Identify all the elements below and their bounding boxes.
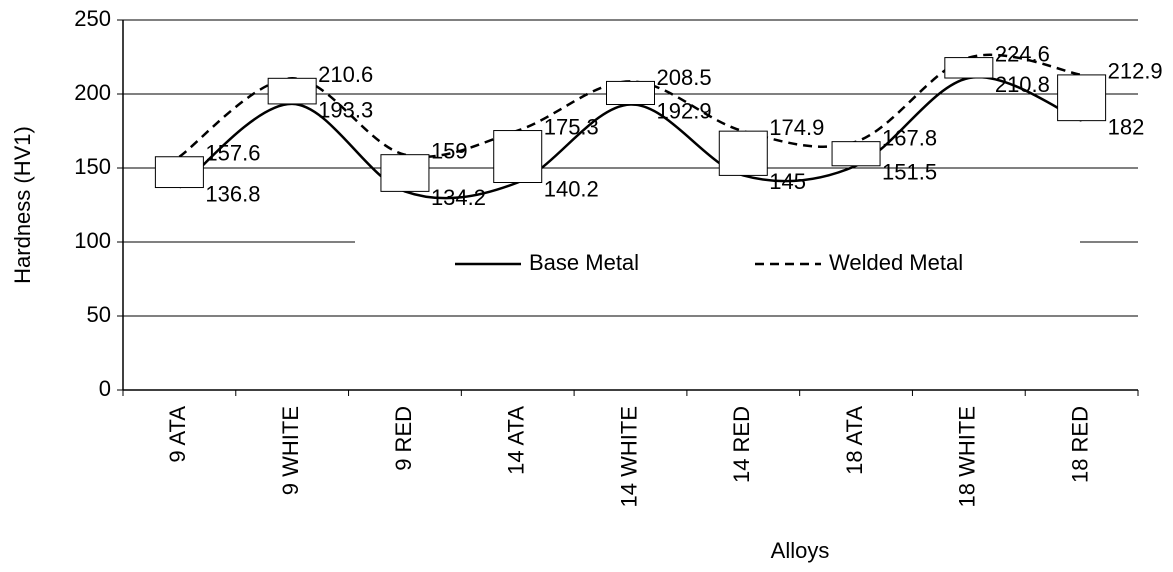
up-down-bar [1057, 74, 1107, 122]
legend-label: Welded Metal [829, 250, 963, 275]
x-tick-label: 18 WHITE [955, 406, 980, 507]
data-label: 159 [431, 138, 468, 163]
data-label: 134.2 [431, 185, 486, 210]
data-label: 210.8 [995, 72, 1050, 97]
y-tick-label: 250 [74, 6, 111, 31]
legend-label: Base Metal [529, 250, 639, 275]
data-label: 174.9 [769, 115, 824, 140]
data-label: 182 [1108, 114, 1145, 139]
data-label: 140.2 [544, 176, 599, 201]
data-label: 192.9 [657, 98, 712, 123]
up-down-bar [380, 154, 430, 192]
data-label: 224.6 [995, 41, 1050, 66]
data-label: 136.8 [205, 181, 260, 206]
up-down-bar [154, 156, 204, 189]
x-tick-label: 18 RED [1067, 406, 1092, 483]
data-label: 167.8 [882, 125, 937, 150]
up-down-bar [267, 77, 317, 105]
y-tick-label: 200 [74, 80, 111, 105]
data-label: 145 [769, 169, 806, 194]
data-label: 212.9 [1108, 59, 1163, 84]
x-tick-label: 14 RED [729, 406, 754, 483]
data-label: 157.6 [205, 141, 260, 166]
x-tick-label: 9 ATA [165, 406, 190, 463]
y-tick-label: 50 [87, 302, 111, 327]
data-label: 175.3 [544, 114, 599, 139]
x-tick-label: 18 ATA [842, 406, 867, 475]
up-down-bar [493, 130, 543, 184]
data-label: 151.5 [882, 160, 937, 185]
up-down-bar [606, 80, 655, 106]
up-down-bar [831, 141, 881, 167]
y-tick-label: 100 [74, 228, 111, 253]
data-label: 210.6 [318, 62, 373, 87]
x-tick-label: 9 WHITE [278, 406, 303, 495]
data-label: 208.5 [657, 65, 712, 90]
y-tick-label: 150 [74, 154, 111, 179]
x-tick-label: 14 WHITE [616, 406, 641, 507]
y-tick-label: 0 [99, 376, 111, 401]
data-label: 193.3 [318, 98, 373, 123]
x-axis-title: Alloys [771, 538, 830, 563]
x-tick-label: 14 ATA [504, 406, 529, 475]
up-down-bar [718, 130, 768, 176]
x-tick-label: 9 RED [391, 406, 416, 471]
up-down-bar [944, 57, 994, 79]
y-axis-title: Hardness (HV1) [10, 126, 35, 284]
